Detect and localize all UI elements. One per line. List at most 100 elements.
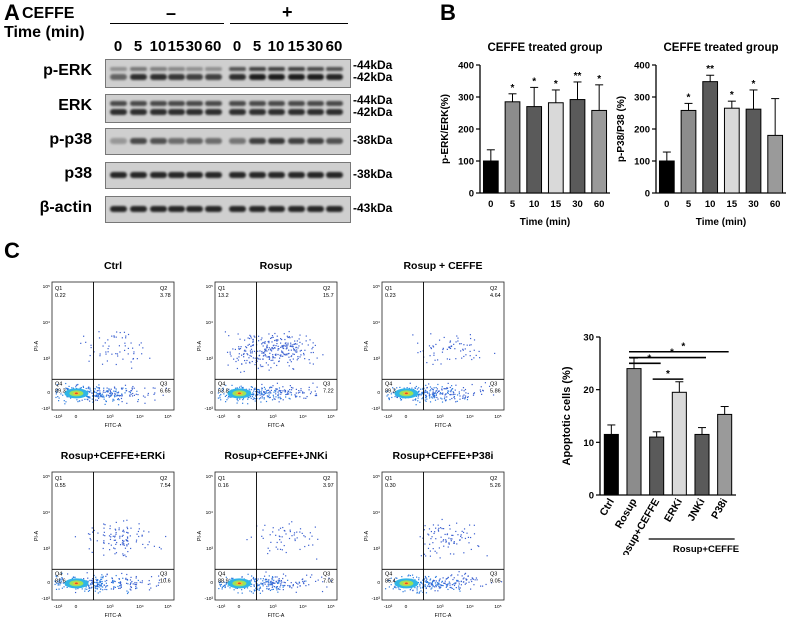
blot-band: [249, 101, 266, 106]
blot-band: [110, 101, 127, 106]
y-tick-label: 10⁵: [206, 284, 213, 290]
quadrant-q2-value: 3.97: [323, 483, 334, 489]
y-tick-label: 100: [634, 157, 650, 168]
bar: [504, 101, 521, 194]
x-tick-label: 10⁵: [164, 414, 171, 420]
flow-dense-peak: [74, 392, 78, 395]
quadrant-q3-value: 7.02: [323, 578, 334, 584]
kda-p-erk-42: -42kDa: [353, 70, 393, 84]
blot-band: [130, 206, 147, 212]
y-tick-label: -10³: [204, 596, 213, 602]
plus-bracket-line: [230, 23, 348, 24]
quadrant-q3-value: 9.05: [490, 578, 501, 584]
blot-band: [130, 67, 147, 71]
quadrant-q2-value: 15.7: [323, 293, 334, 299]
bar: [569, 99, 586, 194]
kda-erk-44: -44kDa: [353, 93, 393, 107]
blot-band: [307, 101, 324, 106]
y-tick-label: 0: [210, 580, 213, 586]
time-point-label: 0: [113, 38, 123, 55]
x-axis-label: FITC-A: [105, 613, 122, 619]
blot-band: [229, 101, 246, 106]
time-point-label: 15: [167, 38, 185, 55]
bar: [603, 433, 619, 496]
y-tick-label: 0: [47, 390, 50, 396]
quadrant-q2-value: 5.26: [490, 483, 501, 489]
blot-beta-actin: [105, 196, 351, 223]
flow-events: [55, 331, 167, 406]
blot-band: [205, 101, 222, 106]
blot-band: [326, 172, 343, 178]
y-tick-label: 0: [377, 390, 380, 396]
blot-band: [268, 67, 285, 71]
x-tick-label: -10³: [54, 604, 63, 610]
bar: [680, 109, 697, 194]
significance-marker: *: [647, 353, 651, 364]
quadrant-name: Q4: [385, 381, 392, 387]
row-label-p-erk: p-ERK: [43, 62, 92, 79]
blot-band: [307, 74, 324, 80]
y-tick-label: 300: [634, 93, 650, 104]
y-tick-label: 10⁵: [206, 474, 213, 480]
quadrant-name: Q2: [323, 286, 330, 292]
blot-band: [268, 172, 285, 178]
blot-band: [168, 172, 185, 178]
ceffe-label: CEFFE: [22, 5, 75, 22]
x-tick-label: 10³: [437, 604, 444, 610]
panel-label-b: B: [440, 0, 456, 25]
significance-marker: **: [574, 71, 582, 82]
blot-band: [150, 172, 167, 178]
time-point-label: 10: [267, 38, 285, 55]
blot-band: [249, 206, 266, 212]
y-tick-label: 10⁴: [206, 320, 213, 326]
quadrant-q3-value: 7.22: [323, 388, 334, 394]
x-tick-label: 10⁵: [327, 604, 334, 610]
blot-band: [249, 172, 266, 178]
x-tick-label: -10³: [384, 604, 393, 610]
blot-band: [307, 138, 324, 144]
x-tick-label: Ctrl: [597, 496, 616, 518]
x-tick-label: 30: [572, 199, 583, 210]
y-tick-label: -10³: [204, 406, 213, 412]
kda-p-p38: -38kDa: [353, 133, 393, 147]
blot-band: [249, 67, 266, 71]
blot-band: [110, 138, 127, 144]
y-tick-label: 10³: [43, 546, 50, 552]
time-label: Time (min): [4, 24, 85, 41]
y-tick-label: 10³: [206, 546, 213, 552]
bar: [482, 160, 499, 194]
quadrant-name: Q1: [385, 286, 392, 292]
y-tick-label: -10³: [371, 596, 380, 602]
y-tick-label: 10⁴: [206, 510, 213, 516]
quadrant-name: Q3: [490, 381, 497, 387]
chart-title: CEFFE treated group: [663, 42, 778, 54]
quadrant-q4-value: 89.3: [55, 388, 66, 394]
quadrant-name: Q4: [55, 571, 62, 577]
x-tick-label: 0: [405, 414, 408, 420]
quadrant-name: Q4: [385, 571, 392, 577]
x-tick-label: JNKi: [685, 496, 707, 523]
y-tick-label: 0: [589, 491, 594, 502]
x-tick-label: 0: [664, 199, 669, 210]
y-axis-label: PI-A: [34, 340, 40, 351]
blot-band: [186, 67, 203, 71]
blot-band: [168, 109, 185, 115]
time-point-label: 30: [306, 38, 324, 55]
x-tick-label: 0: [75, 604, 78, 610]
bar: [626, 368, 642, 496]
blot-band: [205, 206, 222, 212]
blot-band: [110, 206, 127, 212]
quadrant-q2-value: 7.54: [160, 483, 171, 489]
group-label: Rosup+CEFFE: [673, 544, 739, 555]
blot-band: [130, 138, 147, 144]
minus-sign: –: [166, 3, 177, 23]
quadrant-q3-value: 5.86: [490, 388, 501, 394]
flow-plot-title: Rosup + CEFFE: [403, 260, 483, 272]
flow-events: [217, 330, 324, 405]
blot-band: [186, 172, 203, 178]
quadrant-q1-value: 0.22: [55, 293, 66, 299]
